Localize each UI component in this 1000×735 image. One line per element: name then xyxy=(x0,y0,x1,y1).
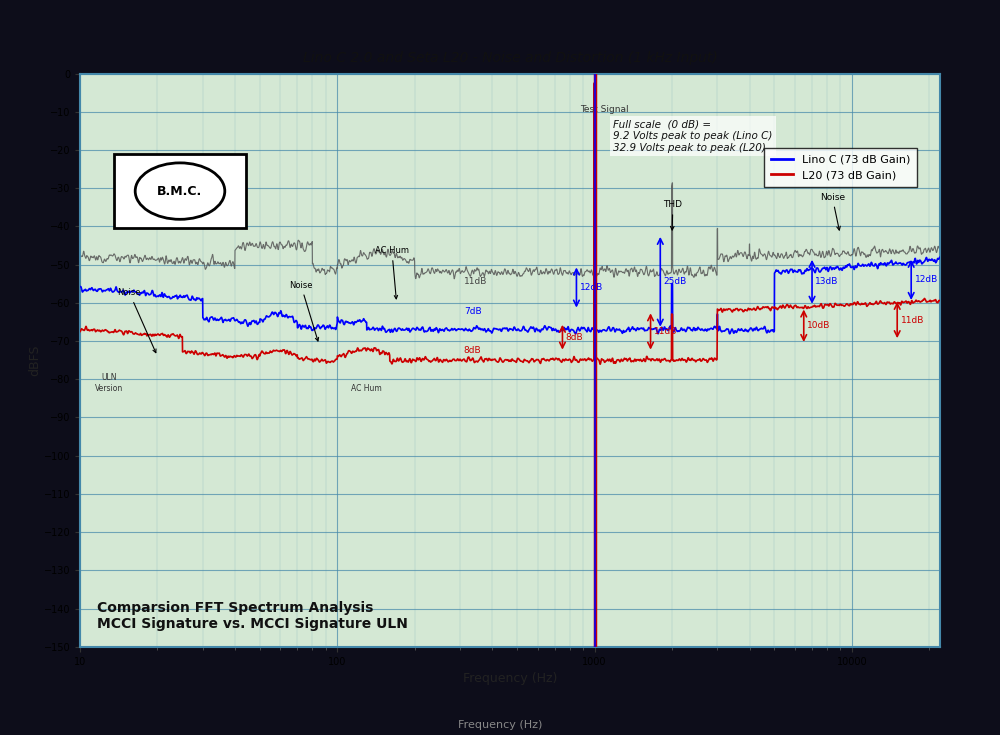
FancyBboxPatch shape xyxy=(114,154,246,228)
Text: 11dB: 11dB xyxy=(464,276,487,286)
L20 (73 dB Gain) xyxy=(74,327,86,336)
Title: Lino C 2.0 and Seta L20 - Noise and Distortion (1 kHz Input): Lino C 2.0 and Seta L20 - Noise and Dist… xyxy=(303,51,717,65)
Text: THD: THD xyxy=(663,200,682,230)
Lino C (73 dB Gain) xyxy=(403,324,415,333)
Text: Noise: Noise xyxy=(820,193,845,230)
Text: 8dB: 8dB xyxy=(464,345,481,354)
Text: 11dB: 11dB xyxy=(654,327,677,336)
Lino C (73 dB Gain) xyxy=(781,266,793,275)
Text: 8dB: 8dB xyxy=(566,333,583,342)
L20 (73 dB Gain) xyxy=(594,359,606,368)
X-axis label: Frequency (Hz): Frequency (Hz) xyxy=(463,672,557,685)
Lino C (73 dB Gain) xyxy=(934,253,946,262)
Text: B.M.C.: B.M.C. xyxy=(157,184,203,198)
Text: Noise: Noise xyxy=(118,288,156,353)
L20 (73 dB Gain) xyxy=(634,356,646,365)
Text: Noise: Noise xyxy=(289,281,319,341)
Line: L20 (73 dB Gain): L20 (73 dB Gain) xyxy=(80,82,940,364)
L20 (73 dB Gain) xyxy=(403,357,415,366)
Y-axis label: dBFS: dBFS xyxy=(28,345,41,376)
Text: 25dB: 25dB xyxy=(664,277,687,287)
L20 (73 dB Gain) xyxy=(589,78,601,87)
Lino C (73 dB Gain) xyxy=(716,327,728,336)
Text: 13dB: 13dB xyxy=(815,277,839,287)
Text: AC Hum: AC Hum xyxy=(375,246,409,299)
Text: Test Signal: Test Signal xyxy=(580,104,629,114)
Lino C (73 dB Gain) xyxy=(634,324,646,333)
Text: Full scale  (0 dB) =
9.2 Volts peak to peak (Lino C)
32.9 Volts peak to peak (L2: Full scale (0 dB) = 9.2 Volts peak to pe… xyxy=(613,119,773,153)
Line: Lino C (73 dB Gain): Lino C (73 dB Gain) xyxy=(80,83,940,334)
L20 (73 dB Gain) xyxy=(781,301,793,309)
Lino C (73 dB Gain) xyxy=(230,315,242,324)
L20 (73 dB Gain) xyxy=(716,307,728,316)
Lino C (73 dB Gain) xyxy=(74,282,86,291)
Lino C (73 dB Gain) xyxy=(570,329,582,338)
Text: 7dB: 7dB xyxy=(464,307,481,316)
L20 (73 dB Gain) xyxy=(230,352,242,361)
Text: ULN
Version: ULN Version xyxy=(95,373,123,392)
L20 (73 dB Gain) xyxy=(934,296,946,305)
Text: 12dB: 12dB xyxy=(580,283,603,292)
Lino C (73 dB Gain) xyxy=(588,79,600,87)
Text: Frequency (Hz): Frequency (Hz) xyxy=(458,720,542,730)
Text: Comparsion FFT Spectrum Analysis
MCCI Signature vs. MCCI Signature ULN: Comparsion FFT Spectrum Analysis MCCI Si… xyxy=(97,601,408,631)
Text: 11dB: 11dB xyxy=(901,315,924,325)
Legend: Lino C (73 dB Gain), L20 (73 dB Gain): Lino C (73 dB Gain), L20 (73 dB Gain) xyxy=(764,148,917,187)
Lino C (73 dB Gain) xyxy=(590,327,602,336)
Text: 10dB: 10dB xyxy=(807,321,830,330)
L20 (73 dB Gain) xyxy=(590,354,602,362)
Text: 12dB: 12dB xyxy=(914,276,938,284)
Text: AC Hum: AC Hum xyxy=(351,384,382,392)
